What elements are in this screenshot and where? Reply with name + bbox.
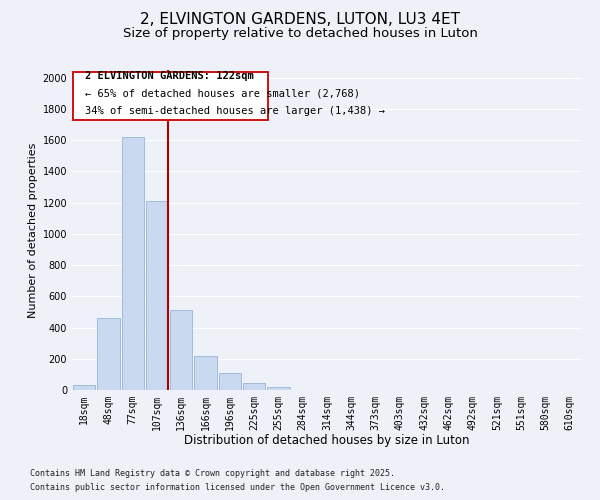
Text: 2, ELVINGTON GARDENS, LUTON, LU3 4ET: 2, ELVINGTON GARDENS, LUTON, LU3 4ET xyxy=(140,12,460,28)
Text: Contains public sector information licensed under the Open Government Licence v3: Contains public sector information licen… xyxy=(30,484,445,492)
Bar xyxy=(194,356,217,390)
FancyBboxPatch shape xyxy=(73,72,268,120)
Text: Contains HM Land Registry data © Crown copyright and database right 2025.: Contains HM Land Registry data © Crown c… xyxy=(30,468,395,477)
Bar xyxy=(218,373,241,390)
Bar xyxy=(97,318,119,390)
Text: ← 65% of detached houses are smaller (2,768): ← 65% of detached houses are smaller (2,… xyxy=(85,88,361,99)
Bar xyxy=(170,310,193,390)
Bar xyxy=(243,383,265,390)
Bar xyxy=(267,387,290,390)
Bar xyxy=(146,201,168,390)
Y-axis label: Number of detached properties: Number of detached properties xyxy=(28,142,38,318)
Text: Size of property relative to detached houses in Luton: Size of property relative to detached ho… xyxy=(122,28,478,40)
Bar xyxy=(122,137,144,390)
Text: 34% of semi-detached houses are larger (1,438) →: 34% of semi-detached houses are larger (… xyxy=(85,106,385,116)
Text: 2 ELVINGTON GARDENS: 122sqm: 2 ELVINGTON GARDENS: 122sqm xyxy=(85,71,254,81)
Bar xyxy=(73,384,95,390)
X-axis label: Distribution of detached houses by size in Luton: Distribution of detached houses by size … xyxy=(184,434,470,448)
